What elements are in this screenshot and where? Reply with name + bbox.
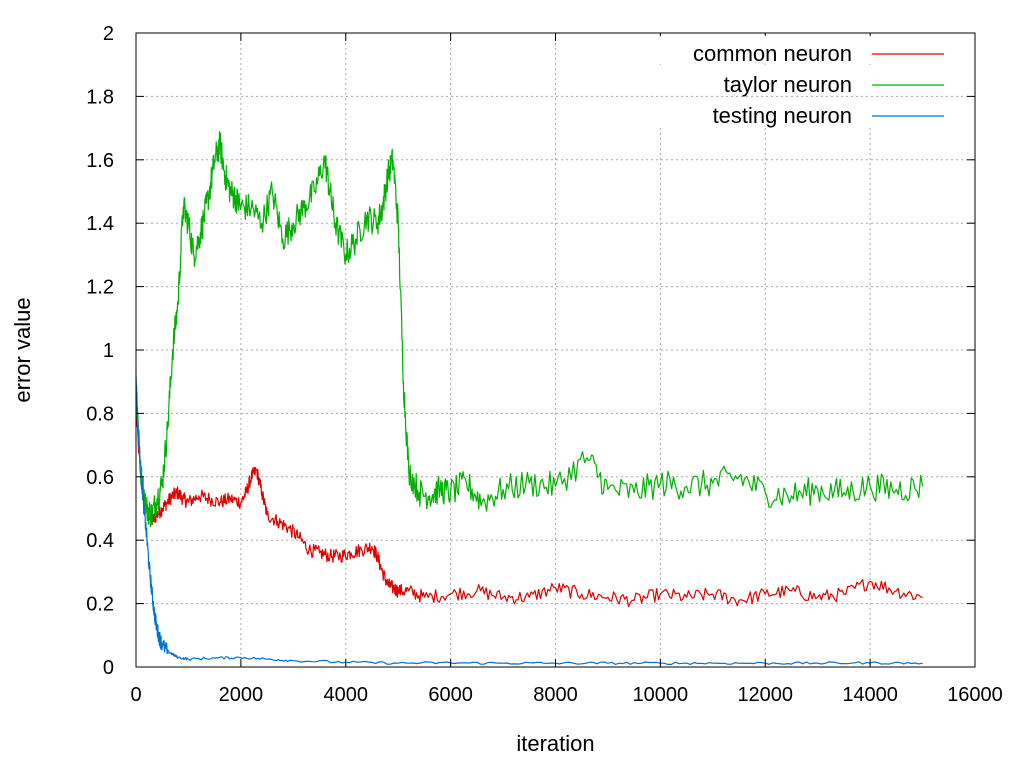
x-axis-title: iteration: [516, 731, 594, 756]
x-tick-label: 16000: [947, 684, 1003, 706]
legend-label: testing neuron: [713, 103, 852, 128]
legend: common neuron taylor neuron testing neuron: [650, 36, 950, 128]
axis-ticks: 0 2000 4000 6000 8000 10000 12000 14000 16000 0 0.…: [86, 23, 1003, 706]
x-tick-label: 10000: [633, 684, 689, 706]
x-tick-label: 0: [130, 684, 141, 706]
y-tick-label: 1.4: [86, 213, 114, 235]
x-tick-label: 4000: [324, 684, 369, 706]
y-tick-label: 0.6: [86, 467, 114, 489]
series-line-2: [135, 375, 923, 666]
y-tick-label: 2: [103, 23, 114, 45]
x-tick-label: 12000: [737, 684, 793, 706]
y-tick-label: 0.8: [86, 403, 114, 425]
grid: [136, 33, 975, 667]
x-tick-label: 2000: [219, 684, 264, 706]
y-tick-label: 1.8: [86, 86, 114, 108]
y-tick-label: 1: [103, 340, 114, 362]
legend-bg: [650, 98, 950, 126]
legend-bg: [650, 67, 950, 95]
legend-label: taylor neuron: [724, 72, 852, 97]
y-tick-label: 1.2: [86, 277, 114, 299]
legend-bg: [650, 36, 950, 64]
x-tick-label: 14000: [842, 684, 898, 706]
x-tick-label: 6000: [428, 684, 473, 706]
y-tick-label: 0: [103, 657, 114, 679]
y-tick-label: 0.4: [86, 530, 114, 552]
legend-label: common neuron: [693, 41, 852, 66]
series-line-0: [135, 413, 923, 608]
y-tick-label: 1.6: [86, 150, 114, 172]
y-axis-title: error value: [10, 297, 35, 402]
y-tick-label: 0.2: [86, 594, 114, 616]
x-tick-label: 8000: [533, 684, 578, 706]
series-lines: [135, 131, 924, 666]
series-line-1: [135, 131, 924, 528]
